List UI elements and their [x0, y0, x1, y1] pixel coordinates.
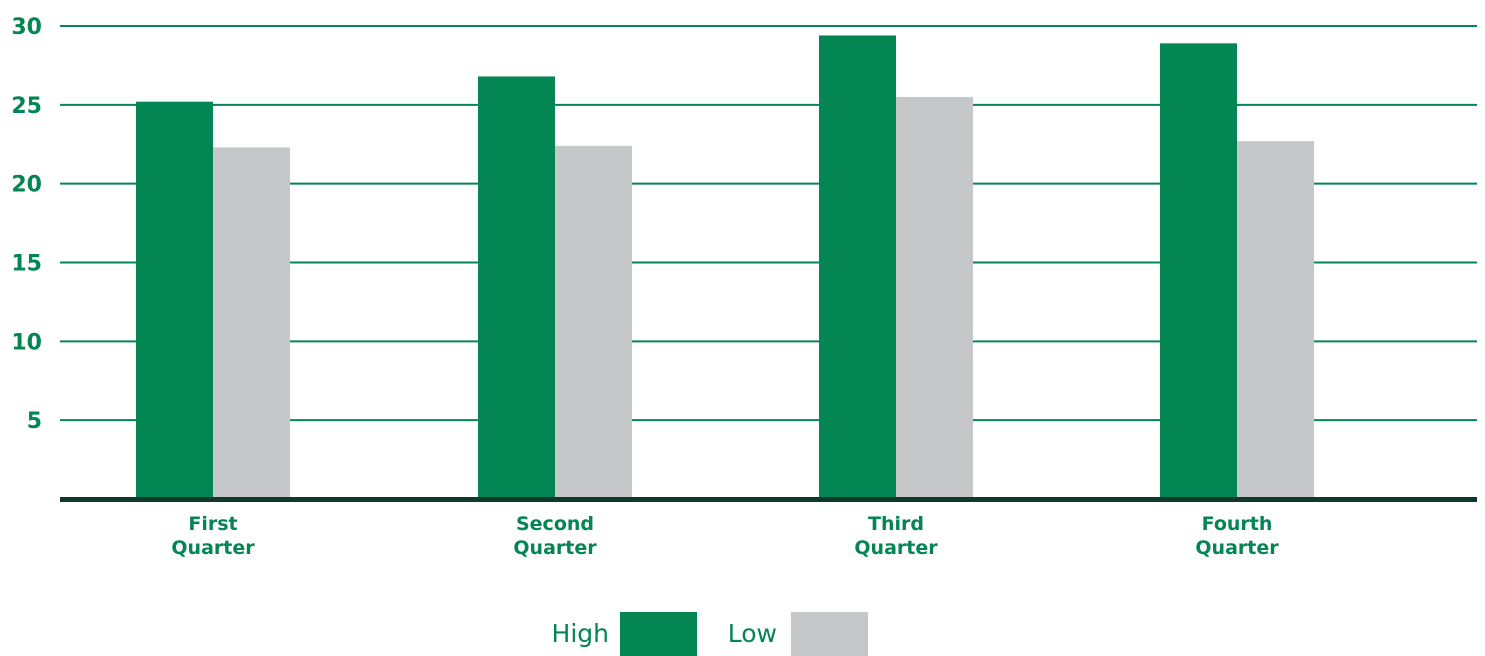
- y-tick-label-20: 20: [11, 173, 42, 198]
- x-axis: [60, 497, 1477, 502]
- y-tick-label-15: 15: [11, 252, 42, 277]
- x-axis-line: [60, 497, 1477, 502]
- y-tick-label-5: 5: [27, 409, 42, 434]
- x-tick-label-3-line-2: Quarter: [854, 537, 938, 559]
- legend-swatch-high: [620, 612, 697, 656]
- y-tick-labels: 5 10 15 20 25 30: [11, 15, 42, 434]
- x-tick-label-4-line-2: Quarter: [1195, 537, 1279, 559]
- y-tick-label-30: 30: [11, 15, 42, 40]
- bars: [136, 35, 1314, 500]
- legend: High Low: [552, 612, 868, 656]
- legend-label-high: High: [552, 619, 609, 648]
- bar-low-2: [555, 145, 632, 499]
- bar-low-3: [896, 96, 973, 499]
- x-tick-label-1-line-1: First: [188, 513, 237, 535]
- bar-low-1: [213, 147, 290, 500]
- x-tick-label-4-line-1: Fourth: [1202, 513, 1273, 535]
- bar-high-2: [478, 76, 555, 499]
- legend-swatch-low: [791, 612, 868, 656]
- bar-low-4: [1237, 141, 1314, 499]
- y-tick-label-10: 10: [11, 330, 42, 355]
- bar-high-4: [1160, 43, 1237, 500]
- bar-high-1: [136, 101, 213, 500]
- legend-label-low: Low: [728, 619, 777, 648]
- x-tick-label-1-line-2: Quarter: [171, 537, 255, 559]
- x-tick-label-2-line-1: Second: [516, 513, 594, 535]
- x-tick-label-3-line-1: Third: [868, 513, 924, 535]
- x-tick-label-2-line-2: Quarter: [513, 537, 597, 559]
- y-tick-label-25: 25: [11, 94, 42, 119]
- bar-high-3: [819, 35, 896, 500]
- x-tick-labels: FirstQuarterSecondQuarterThirdQuarterFou…: [171, 513, 1279, 559]
